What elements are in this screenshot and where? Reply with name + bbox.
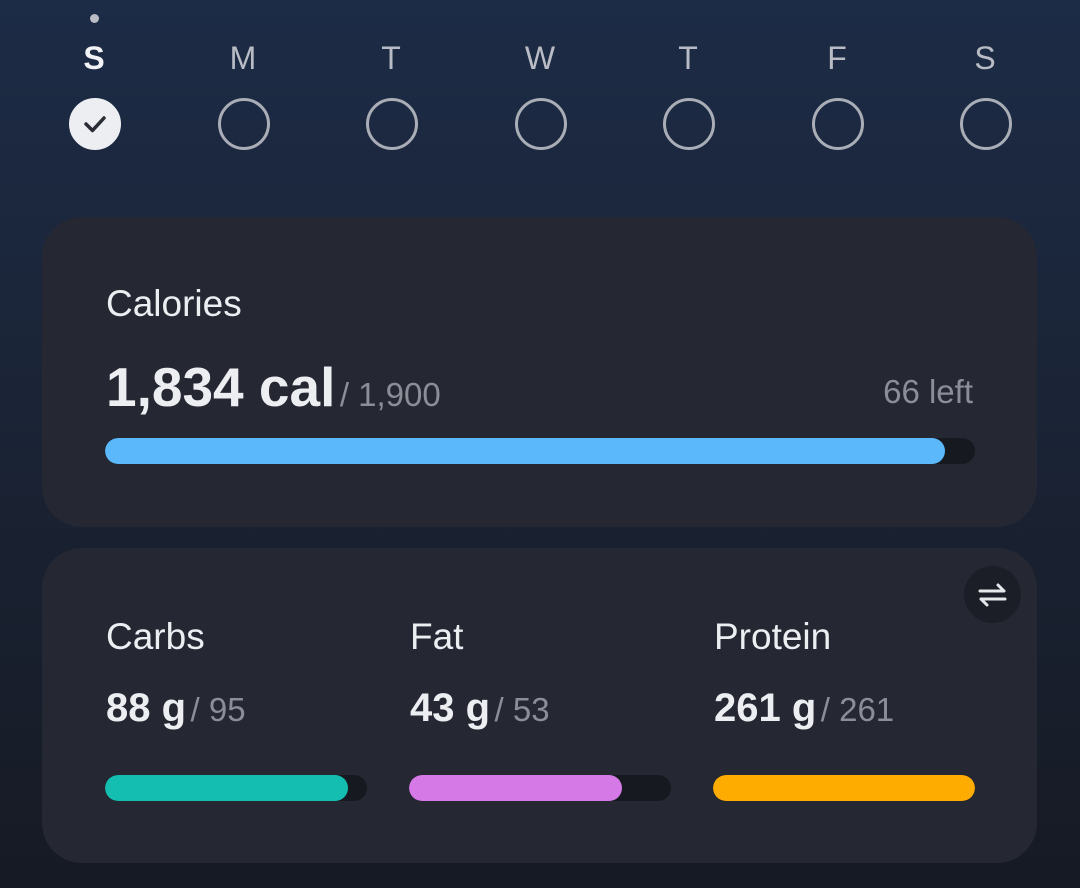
calories-title: Calories bbox=[106, 283, 242, 324]
progress-fill bbox=[713, 775, 975, 801]
day: M bbox=[203, 10, 283, 160]
day-letter: S bbox=[83, 40, 105, 76]
macro-values: 88 g / 95 bbox=[106, 686, 246, 731]
day-status[interactable] bbox=[960, 98, 1012, 150]
calories-values: 1,834 cal / 1,900 bbox=[106, 355, 441, 419]
day: F bbox=[797, 10, 877, 160]
macros-card: Carbs 88 g / 95 Fat 43 g / 53 Protein 261 g /… bbox=[42, 548, 1037, 863]
day-letter: T bbox=[381, 40, 401, 76]
progress-fill bbox=[409, 775, 622, 801]
day-status[interactable] bbox=[218, 98, 270, 150]
calories-goal: / 1,900 bbox=[339, 376, 441, 413]
calories-card: Calories 1,834 cal / 1,900 66 left bbox=[42, 217, 1037, 527]
calories-left: 66 left bbox=[883, 373, 973, 410]
swap-button[interactable] bbox=[964, 566, 1021, 623]
progress-track bbox=[105, 775, 367, 801]
today-dot bbox=[90, 14, 99, 23]
day-status[interactable] bbox=[812, 98, 864, 150]
macro-name: Fat bbox=[410, 616, 464, 657]
day: T bbox=[351, 10, 431, 160]
macro-goal: / 261 bbox=[820, 691, 895, 728]
macro-values: 261 g / 261 bbox=[714, 686, 894, 731]
day-letter: F bbox=[827, 40, 847, 76]
day: S bbox=[54, 10, 134, 160]
swap-icon bbox=[978, 583, 1007, 607]
progress-track bbox=[105, 438, 975, 464]
day-letter: T bbox=[678, 40, 698, 76]
macro-consumed: 261 g bbox=[714, 686, 817, 730]
day: S bbox=[945, 10, 1025, 160]
macro-values: 43 g / 53 bbox=[410, 686, 550, 731]
macro-consumed: 88 g bbox=[106, 686, 187, 730]
calories-consumed: 1,834 cal bbox=[106, 356, 336, 418]
progress-fill bbox=[105, 438, 945, 464]
progress-track bbox=[713, 775, 975, 801]
macro-consumed: 43 g bbox=[410, 686, 491, 730]
day-status[interactable] bbox=[366, 98, 418, 150]
day-status[interactable] bbox=[69, 98, 121, 150]
macro-name: Protein bbox=[714, 616, 832, 657]
day: W bbox=[500, 10, 580, 160]
day-letter: S bbox=[974, 40, 996, 76]
day: T bbox=[648, 10, 728, 160]
day-letter: W bbox=[524, 40, 556, 76]
day-status[interactable] bbox=[663, 98, 715, 150]
macro-name: Carbs bbox=[106, 616, 205, 657]
progress-fill bbox=[105, 775, 348, 801]
progress-track bbox=[409, 775, 671, 801]
day-letter: M bbox=[229, 40, 257, 76]
macro-goal: / 53 bbox=[494, 691, 550, 728]
check-icon bbox=[84, 116, 106, 133]
macro-goal: / 95 bbox=[190, 691, 246, 728]
day-status[interactable] bbox=[515, 98, 567, 150]
